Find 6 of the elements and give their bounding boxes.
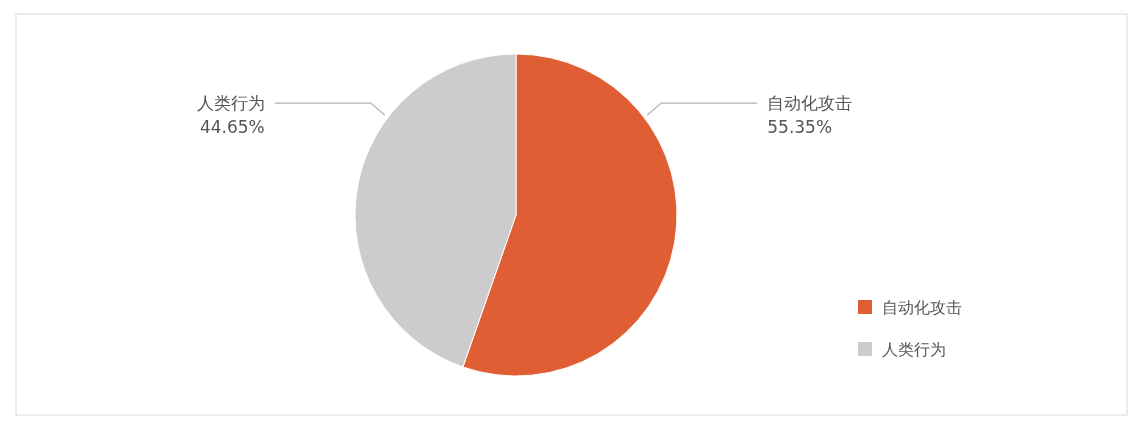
slice-label: 人类行为 [196,93,265,114]
legend-label: 自动化攻击 [882,298,962,317]
legend-label: 人类行为 [882,340,946,359]
data-label: 55.35% [767,117,833,138]
slice-label: 自动化攻击 [767,93,853,114]
data-label: 44.65% [199,117,265,138]
